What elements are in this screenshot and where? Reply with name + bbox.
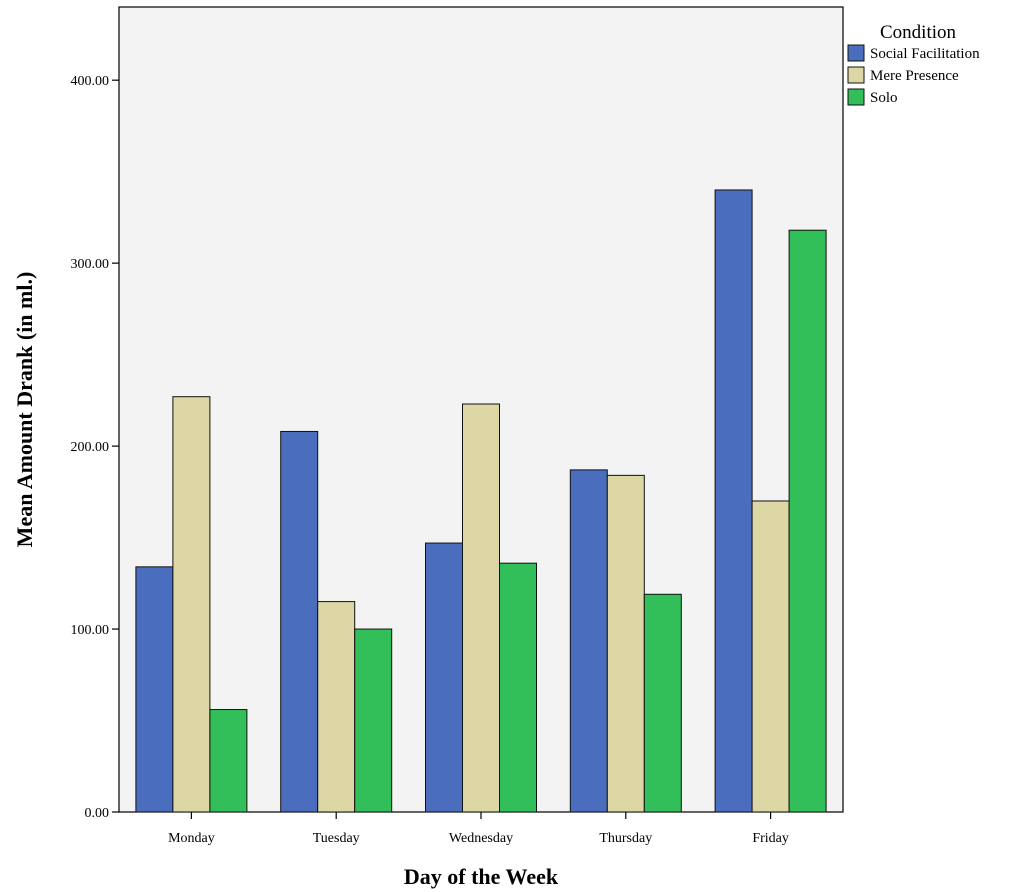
legend-swatch (847, 88, 865, 106)
y-tick-label: 400.00 (71, 74, 110, 89)
x-tick-label: Friday (752, 831, 789, 846)
x-tick-label: Monday (168, 831, 215, 846)
bar-solo-monday (209, 709, 248, 813)
y-axis-title: Mean Amount Drank (in ml.) (12, 272, 37, 548)
bar-solo-thursday (643, 593, 682, 813)
bar-solo-tuesday (354, 628, 393, 813)
x-axis: Monday Tuesday Wednesday Thursday Friday (168, 812, 789, 846)
legend-label: Mere Presence (870, 68, 959, 84)
bar-social-facilitation-friday (714, 189, 753, 813)
legend-label: Social Facilitation (870, 46, 980, 62)
legend-label: Solo (870, 90, 898, 106)
y-axis: 0.00 100.00 200.00 300.00 400.00 (71, 74, 119, 821)
bar-mere-presence-thursday (606, 474, 645, 813)
legend-swatch (847, 44, 865, 62)
y-tick-label: 100.00 (71, 623, 110, 638)
bar-mere-presence-tuesday (317, 601, 356, 813)
bar-mere-presence-friday (751, 500, 790, 813)
bar-social-facilitation-wednesday (425, 542, 463, 813)
bar-solo-friday (788, 229, 827, 813)
y-tick-label: 0.00 (85, 806, 110, 821)
x-tick-label: Thursday (599, 831, 652, 846)
legend-title: Condition (880, 22, 957, 43)
legend: Condition Social Facilitation Mere Presen… (847, 22, 980, 106)
bar-social-facilitation-thursday (569, 469, 608, 813)
x-tick-label: Wednesday (449, 831, 513, 846)
bars (135, 189, 827, 813)
y-tick-label: 300.00 (71, 257, 110, 272)
x-tick-label: Tuesday (313, 831, 360, 846)
bar-mere-presence-monday (172, 396, 211, 813)
bar-social-facilitation-tuesday (280, 430, 319, 813)
bar-social-facilitation-monday (135, 566, 174, 813)
legend-swatch (847, 66, 865, 84)
bar-mere-presence-wednesday (462, 403, 500, 813)
x-axis-title: Day of the Week (404, 864, 559, 889)
y-tick-label: 200.00 (71, 440, 110, 455)
bar-solo-wednesday (499, 562, 537, 813)
